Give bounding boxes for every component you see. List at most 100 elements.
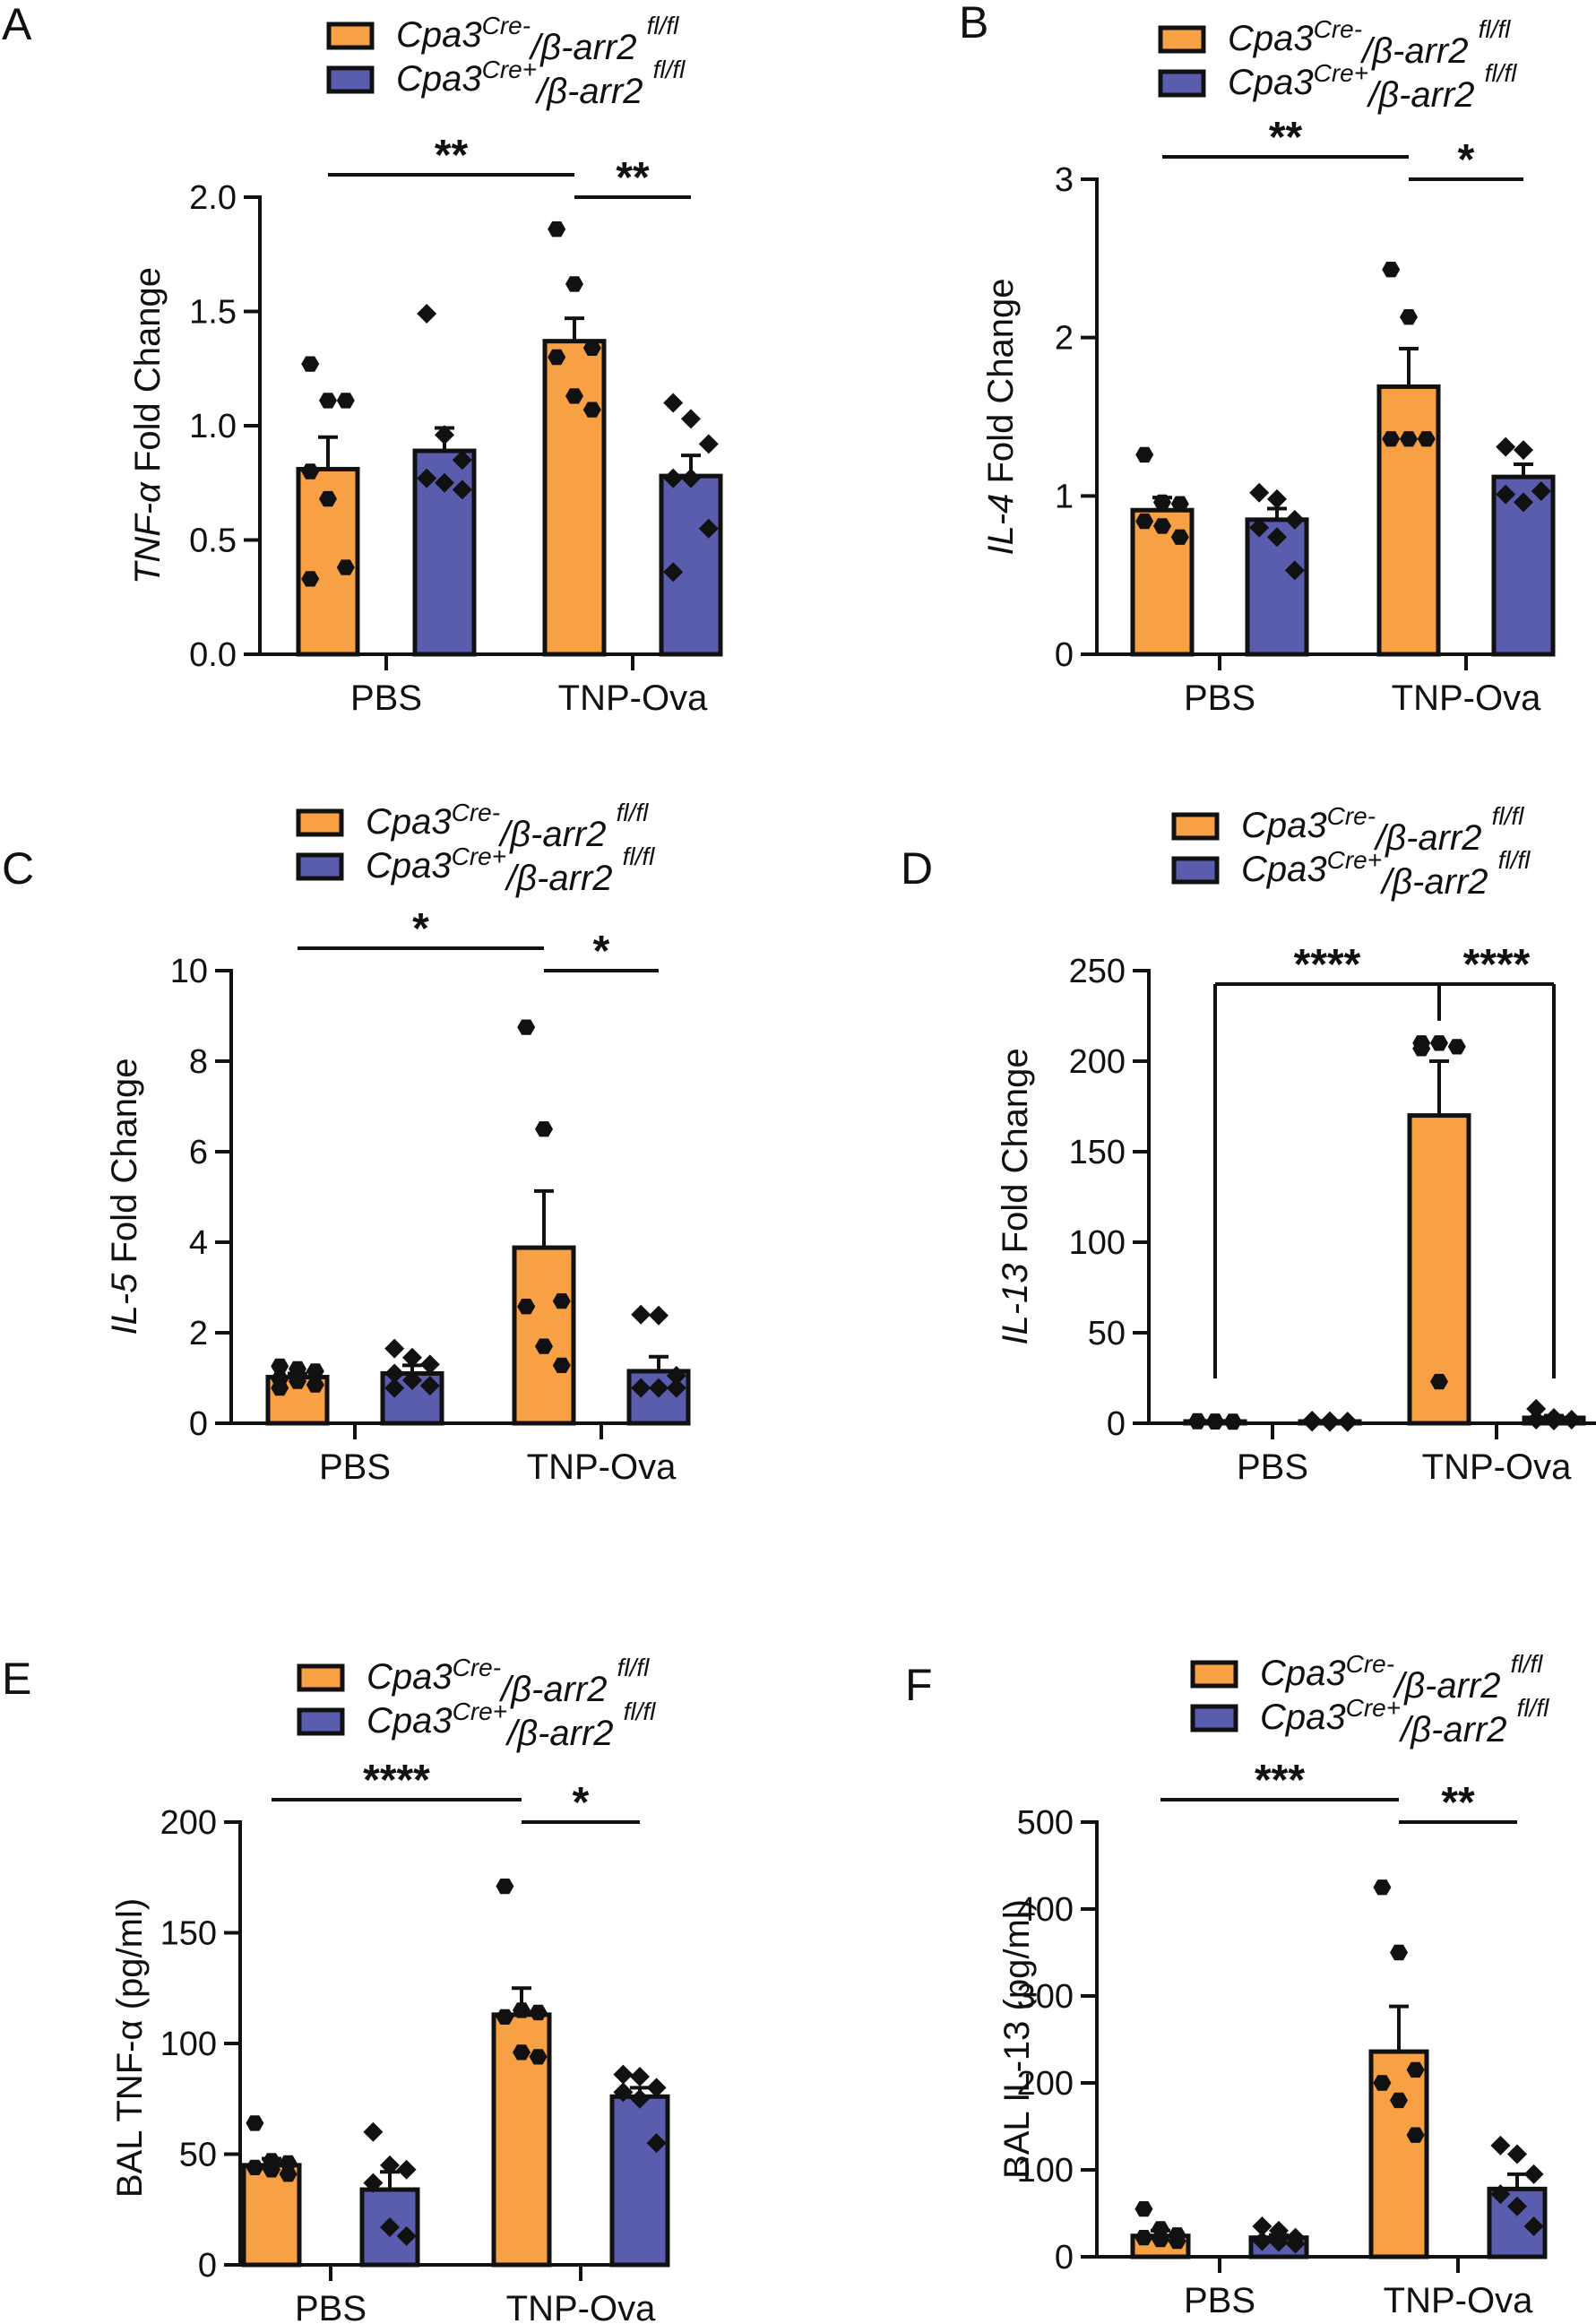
panel-d-legend-label-2: Cpa3Cre+/β-arr2 fl/fl [1241,846,1531,902]
panel-c-point-diamond [649,1378,669,1398]
panel-f-y-tick-label: 300 [1017,1978,1074,2016]
panel-a-legend-swatch-1 [326,22,375,50]
panel-c-y-tick-label: 8 [189,1043,208,1081]
panel-c-point-hexagon [552,1293,571,1309]
panel-c-y-label-italic: IL-5 [105,1273,144,1335]
panel-c-y-label-text: Fold Change [105,1058,144,1273]
panel-b-legend-swatch-1 [1158,25,1206,54]
panel-e-point-diamond [630,2067,650,2087]
panel-d-point-diamond [1561,1409,1582,1430]
panel-e-y-label: BAL TNF-α (pg/ml) [110,1898,150,2198]
panel-b-point-diamond [1249,482,1270,503]
panel-e-legend-text-part: /β-arr2 [498,1670,617,1709]
panel-c-point-diamond [631,1378,651,1398]
panel-e-sig-stars: **** [363,1757,430,1804]
panel-a-point-diamond [417,468,437,488]
panel-a-legend-label-1: Cpa3Cre-/β-arr2 fl/fl [396,12,679,67]
panel-f-point-diamond [1285,2233,1306,2254]
panel-b-point-diamond [1496,484,1516,505]
panel-f-y-label-text: BAL IL-13 (pg/ml) [997,1899,1037,2179]
panel-d-legend-text-part: /β-arr2 [1373,818,1492,858]
panel-d-legend-text-part: Cre- [1327,802,1376,830]
panel-d-x-tick-label: PBS [1237,1447,1308,1487]
panel-f-x-tick-label: TNP-Ova [1384,2281,1533,2320]
panel-b-point-hexagon [1400,309,1418,325]
panel-c-point-hexagon [535,1338,553,1354]
panel-a-point-diamond [681,409,701,429]
panel-e-point-hexagon [513,2002,531,2018]
panel-a-point-hexagon [565,388,583,404]
panel-e-point-hexagon [529,2049,548,2065]
panel-c-legend-text-part: Cpa3 [366,802,452,842]
panel-f-point-hexagon [1168,2233,1186,2250]
panel-e-point-diamond [630,2088,650,2109]
panel-b-point-hexagon [1400,431,1418,447]
panel-b-point-hexagon [1417,431,1436,447]
panel-b-point-diamond [1514,440,1533,461]
panel-c-point-hexagon [271,1379,289,1396]
panel-d-y-tick-label: 50 [1088,1315,1126,1352]
panel-f-point-diamond [1269,2220,1289,2241]
panel-b-legend-text-part: /β-arr2 [1359,31,1479,71]
panel-b-point-diamond [1249,517,1270,538]
panel-b-y-tick-label: 0 [1055,636,1074,674]
panel-a-point-diamond [698,518,719,539]
panel-c-legend-label-2: Cpa3Cre+/β-arr2 fl/fl [366,842,655,898]
panel-d-legend-text-part: fl/fl [1498,846,1531,874]
panel-c-point-diamond [649,1305,669,1326]
panel-e-letter: E [2,1654,31,1704]
panel-f-point-diamond [1252,2216,1272,2237]
panel-f-point-diamond [1507,2144,1527,2164]
panel-f-point-hexagon [1390,2092,1408,2109]
panel-b-y-tick-label: 2 [1055,320,1074,358]
panel-a-y-tick-label: 2.0 [189,179,237,217]
panel-a-bar [542,339,607,657]
panel-c-y-tick-label: 2 [189,1315,208,1352]
panel-c-legend-text-part: Cre- [452,799,500,826]
panel-e-point-diamond [646,2133,667,2154]
panel-e-legend-swatch-2 [297,1707,345,1736]
panel-a-point-diamond [417,304,437,324]
panel-e-legend-label-1: Cpa3Cre-/β-arr2 fl/fl [367,1654,650,1709]
panel-b-legend-label-1: Cpa3Cre-/β-arr2 fl/fl [1228,15,1511,71]
panel-c-point-hexagon [306,1377,324,1393]
panel-b-point-hexagon [1135,513,1154,530]
panel-e-legend-text-part: Cre- [453,1654,501,1681]
panel-e-y-tick-label: 0 [198,2247,217,2285]
panel-d-y-tick-label: 0 [1107,1405,1126,1443]
panel-f-letter: F [905,1660,933,1710]
panel-e-legend-text-part: Cre+ [453,1698,507,1725]
panel-c-y-tick-label: 4 [189,1224,208,1262]
panel-e-legend-text-part: fl/fl [617,1654,651,1681]
panel-f-legend-text-part: Cpa3 [1260,1654,1346,1693]
panel-b-y-label-italic: IL-4 [981,494,1021,556]
panel-f-y-tick-label: 0 [1055,2239,1074,2276]
panel-f-point-hexagon [1373,1879,1392,1896]
panel-a-point-diamond [435,425,454,445]
panel-f-y-label: BAL IL-13 (pg/ml) [997,1899,1037,2179]
panel-c-x-tick-label: PBS [319,1447,391,1487]
panel-d-y-tick-label: 150 [1069,1134,1126,1171]
panel-a-y-tick-label: 0.5 [189,523,237,560]
panel-a-point-hexagon [301,463,320,479]
panel-b-point-hexagon [1170,529,1189,545]
panel-a-legend-text-part: Cre- [482,12,531,39]
panel-f-point-diamond [1252,2231,1272,2251]
panel-a-legend-text-part: Cre+ [482,56,537,83]
panel-d-y-tick-label: 100 [1069,1224,1126,1262]
panel-b-point-hexagon [1135,446,1154,463]
panel-c-point-hexagon [306,1363,324,1379]
panel-a-sig-stars: ** [616,154,650,202]
panel-a-point-diamond [681,468,701,488]
panel-a-legend-text-part: Cpa3 [396,15,482,55]
panel-d-point-diamond [1544,1410,1564,1430]
panel-b-point-diamond [1267,527,1287,548]
panel-b-point-hexagon [1382,431,1401,447]
panel-a-legend-swatch-2 [326,65,375,94]
panel-c-x-tick-label: TNP-Ova [527,1447,677,1487]
panel-c-legend-text-part: Cpa3 [366,846,452,886]
panel-b-letter: B [959,0,988,48]
panel-c-point-hexagon [289,1361,306,1378]
